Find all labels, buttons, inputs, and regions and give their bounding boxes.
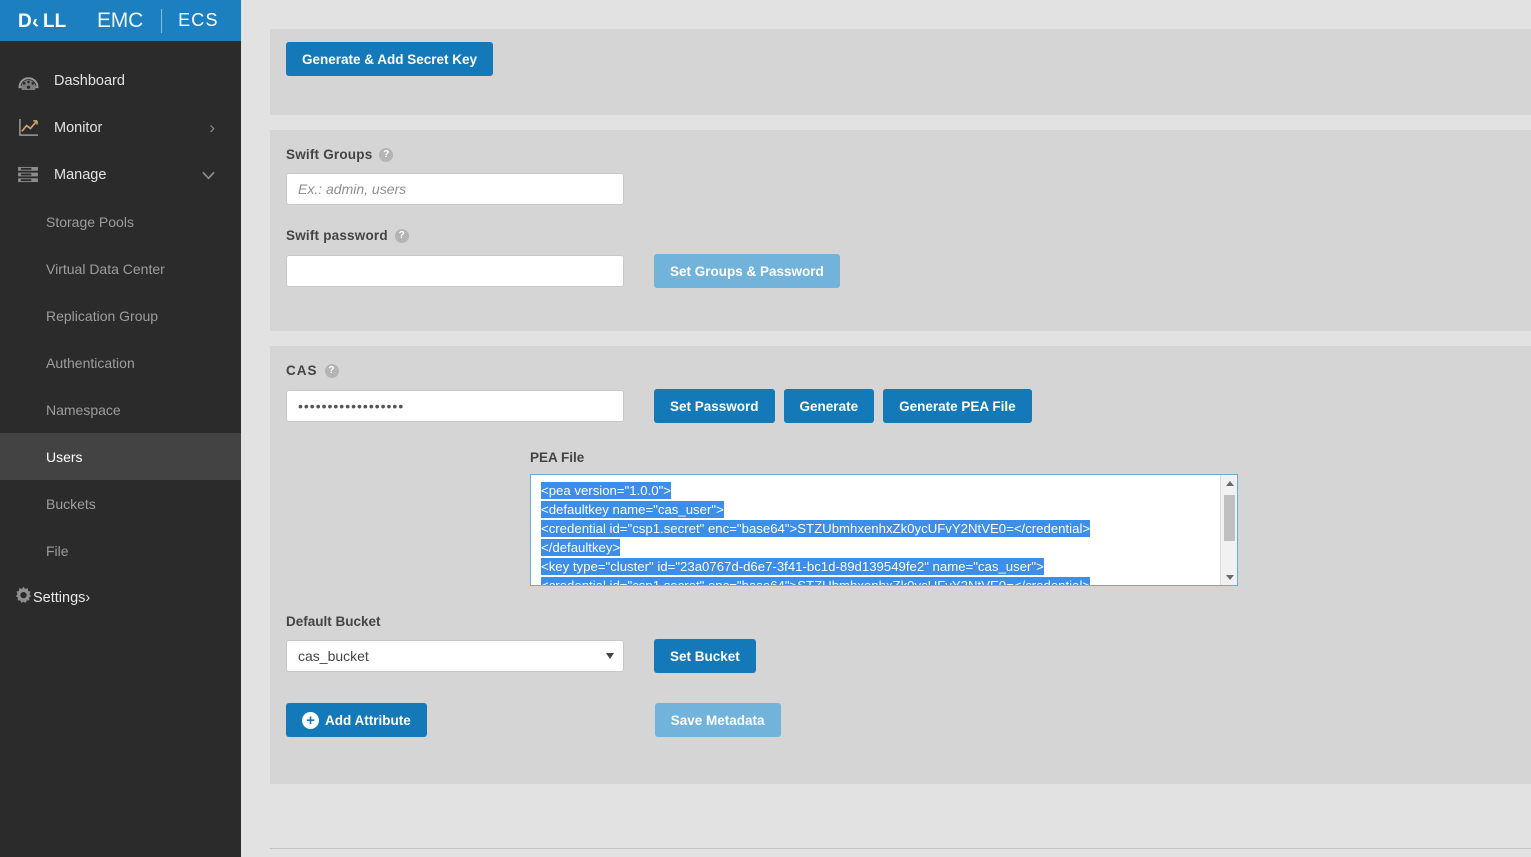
sidebar-item-settings[interactable]: Settings › xyxy=(0,574,241,621)
secret-key-panel: Generate & Add Secret Key xyxy=(270,29,1531,115)
cas-label-row: CAS ? xyxy=(286,363,1515,378)
svg-text:LL: LL xyxy=(43,11,67,32)
chevron-right-icon: › xyxy=(209,118,215,137)
pea-file-line: <key type="cluster" id="23a0767d-d6e7-3f… xyxy=(541,558,1044,575)
gear-icon xyxy=(14,586,33,609)
bottom-divider xyxy=(270,848,1531,849)
dell-logo-icon: D ‹ LL xyxy=(18,11,67,32)
dashboard-gauge-icon xyxy=(14,70,42,92)
cas-password-row: Set Password Generate Generate PEA File xyxy=(286,389,1515,423)
set-password-button[interactable]: Set Password xyxy=(654,389,775,423)
brand-header: D ‹ LL EMC ECS xyxy=(0,0,241,41)
add-attribute-button[interactable]: + Add Attribute xyxy=(286,703,427,737)
cas-password-input[interactable] xyxy=(286,390,624,422)
sidebar-item-manage[interactable]: Manage xyxy=(0,151,241,198)
brand-emc-text: EMC xyxy=(97,8,144,32)
cas-panel: CAS ? Set Password Generate Generate PEA… xyxy=(270,346,1531,784)
sidebar-subitem-label: Storage Pools xyxy=(46,213,134,230)
panel-spacer xyxy=(241,331,1531,346)
chevron-down-icon xyxy=(202,166,215,183)
swift-password-label: Swift password xyxy=(286,228,388,243)
sidebar-item-file[interactable]: File xyxy=(0,527,241,574)
sidebar: D ‹ LL EMC ECS xyxy=(0,0,241,857)
default-bucket-row: cas_bucket Set Bucket xyxy=(286,639,1515,673)
sidebar-item-label: Dashboard xyxy=(54,72,125,89)
pea-file-line: </defaultkey> xyxy=(541,539,621,556)
swift-groups-input[interactable] xyxy=(286,173,624,205)
pea-file-line: <credential id="csp1.secret" enc="base64… xyxy=(541,576,1237,585)
sidebar-item-label: Manage xyxy=(54,166,107,183)
swift-password-row: Set Groups & Password xyxy=(286,254,1515,288)
sidebar-subitem-label: Namespace xyxy=(46,401,121,418)
sidebar-item-authentication[interactable]: Authentication xyxy=(0,339,241,386)
default-bucket-value: cas_bucket xyxy=(298,648,369,664)
pea-file-line: <defaultkey name="cas_user"> xyxy=(541,501,724,518)
sidebar-item-replication-group[interactable]: Replication Group xyxy=(0,292,241,339)
pea-file-group: PEA File <pea version="1.0.0"> <defaultke… xyxy=(530,450,1515,586)
chevron-down-glyph xyxy=(202,171,215,180)
panel-spacer xyxy=(241,115,1531,130)
sidebar-subitem-label: Users xyxy=(46,448,83,465)
stacked-list-icon xyxy=(14,164,42,186)
pea-file-label: PEA File xyxy=(530,450,585,465)
plus-circle-icon: + xyxy=(302,711,319,729)
sidebar-item-storage-pools[interactable]: Storage Pools xyxy=(0,198,241,245)
generate-add-secret-key-button[interactable]: Generate & Add Secret Key xyxy=(286,42,494,76)
line-chart-icon xyxy=(14,117,42,139)
sidebar-subitem-label: Buckets xyxy=(46,495,96,512)
pea-file-scrollbar[interactable] xyxy=(1220,475,1237,585)
swift-panel: Swift Groups ? Swift password ? Set Grou… xyxy=(270,130,1531,331)
sidebar-item-label: Settings xyxy=(33,589,86,606)
scroll-up-arrow-icon[interactable] xyxy=(1221,475,1237,491)
chevron-down-icon xyxy=(606,653,614,659)
pea-file-textarea[interactable]: <pea version="1.0.0"> <defaultkey name="c… xyxy=(530,474,1238,586)
sidebar-item-virtual-data-center[interactable]: Virtual Data Center xyxy=(0,245,241,292)
pea-file-content: <pea version="1.0.0"> <defaultkey name="c… xyxy=(541,481,1237,585)
help-icon[interactable]: ? xyxy=(379,147,394,162)
set-bucket-button[interactable]: Set Bucket xyxy=(654,639,756,673)
sidebar-subitem-label: Virtual Data Center xyxy=(46,260,165,277)
cas-label: CAS xyxy=(286,363,318,378)
sidebar-item-label: Monitor xyxy=(54,119,103,136)
default-bucket-select[interactable]: cas_bucket xyxy=(286,640,624,672)
set-groups-password-button[interactable]: Set Groups & Password xyxy=(654,254,840,288)
pea-file-line: <pea version="1.0.0"> xyxy=(541,482,671,499)
add-attribute-label: Add Attribute xyxy=(325,712,411,728)
help-icon[interactable]: ? xyxy=(324,363,339,378)
cas-actions-row: + Add Attribute Save Metadata xyxy=(286,703,1515,737)
sidebar-item-users[interactable]: Users xyxy=(0,433,241,480)
brand-product-name: ECS xyxy=(178,10,219,30)
generate-pea-file-button[interactable]: Generate PEA File xyxy=(883,389,1032,423)
brand-divider xyxy=(161,8,163,33)
sidebar-item-dashboard[interactable]: Dashboard xyxy=(0,57,241,104)
sidebar-item-buckets[interactable]: Buckets xyxy=(0,480,241,527)
generate-button[interactable]: Generate xyxy=(783,389,875,423)
sidebar-subitem-label: File xyxy=(46,542,69,559)
top-spacer xyxy=(241,0,1531,29)
chevron-right-icon: › xyxy=(85,589,91,606)
swift-password-label-row: Swift password ? xyxy=(286,228,1515,243)
save-metadata-button[interactable]: Save Metadata xyxy=(654,703,781,737)
sidebar-item-monitor[interactable]: Monitor › xyxy=(0,104,241,151)
scroll-down-arrow-icon[interactable] xyxy=(1221,569,1237,585)
sidebar-item-namespace[interactable]: Namespace xyxy=(0,386,241,433)
swift-groups-label-row: Swift Groups ? xyxy=(286,147,1515,162)
main-content: Generate & Add Secret Key Swift Groups ?… xyxy=(241,0,1531,857)
swift-groups-label: Swift Groups xyxy=(286,147,373,162)
default-bucket-label: Default Bucket xyxy=(286,614,381,629)
swift-password-input[interactable] xyxy=(286,255,624,287)
help-icon[interactable]: ? xyxy=(394,228,409,243)
svg-text:‹: ‹ xyxy=(30,11,41,31)
nav-primary: Dashboard Monitor › xyxy=(0,41,241,621)
scrollbar-thumb[interactable] xyxy=(1224,495,1235,541)
svg-text:D: D xyxy=(18,11,32,32)
sidebar-subitem-label: Authentication xyxy=(46,354,135,371)
pea-file-line: <credential id="csp1.secret" enc="base64… xyxy=(541,520,1091,537)
sidebar-subitem-label: Replication Group xyxy=(46,307,159,324)
